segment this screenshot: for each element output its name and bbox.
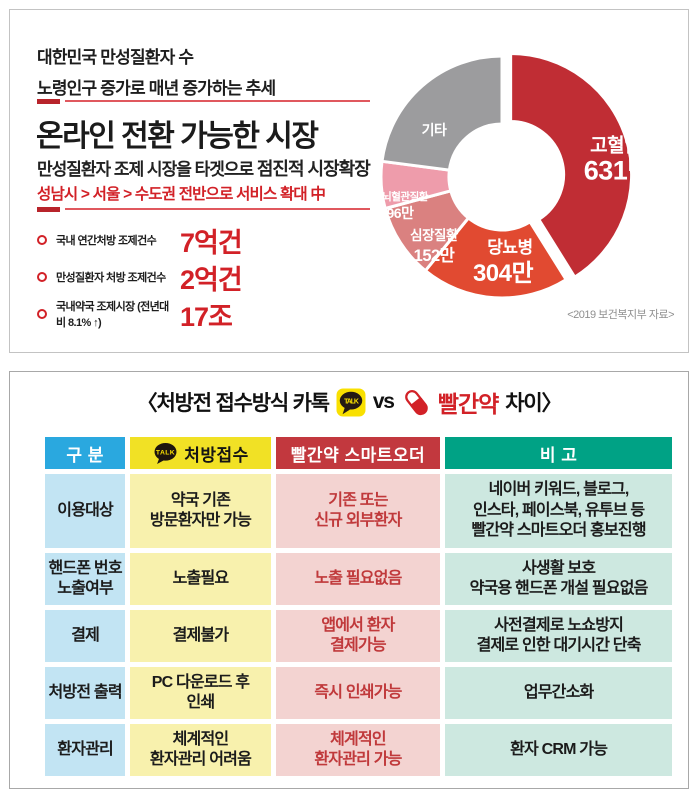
section-subtitle: 만성질환자 조제 시장을 타겟으로 점진적 시장확장: [37, 155, 371, 181]
cell-note: 사생활 보호 약국용 핸드폰 개설 필요없음: [445, 553, 672, 605]
header-category: 구 분: [45, 437, 126, 469]
donut-slice-4: 기타: [380, 54, 504, 172]
stat-label: 국내약국 조제시장 (전년대비 8.1% ↑): [56, 301, 169, 329]
table-row: 처방전 출력 PC 다운로드 후 인쇄 즉시 인쇄가능 업무간소화: [45, 667, 672, 719]
cell-category: 환자관리: [45, 724, 126, 776]
cell-kakao: PC 다운로드 후 인쇄: [130, 667, 271, 719]
divider-dash: [37, 206, 60, 212]
title-brand-name: 빨간약: [437, 391, 499, 417]
slice-label: 고혈압: [590, 134, 642, 157]
red-pill-icon: [401, 386, 431, 418]
bullet-icon: [37, 272, 47, 282]
slice-label: 당뇨병: [487, 238, 532, 257]
comparison-panel: 〈처방전 접수방식 카톡 TALK vs 빨간약 차이〉 구 분: [9, 371, 689, 789]
title-vs-label: vs: [372, 390, 395, 413]
bullet-icon: [37, 235, 47, 245]
header-redpill-smartorder: 빨간약 스마트오더: [275, 437, 441, 469]
cell-category: 결제: [45, 610, 126, 662]
svg-text:TALK: TALK: [344, 398, 359, 405]
table-row: 결제 결제불가 앱에서 환자 결제가능 사전결제로 노쇼방지 결제로 인한 대기시간 …: [45, 610, 672, 662]
comparison-table: 구 분 TALK 처방접수 빨간약 스마트오더 비: [40, 432, 677, 781]
slice-label: 심장질환: [410, 227, 459, 243]
section-title: 온라인 전환 가능한 시장: [36, 120, 319, 153]
stat-row-chronic-prescriptions: 만성질환자 처방 조제건수 2억건: [37, 263, 243, 295]
cell-redpill: 즉시 인쇄가능: [275, 667, 441, 719]
cell-category: 핸드폰 번호 노출여부: [45, 553, 126, 605]
cell-note: 업무간소화: [445, 667, 672, 719]
chart-source-caption: <2019 보건복지부 자료>: [567, 309, 674, 321]
cell-note: 환자 CRM 가능: [445, 724, 672, 776]
red-divider: [37, 98, 370, 104]
stat-value: 7억건: [180, 227, 243, 258]
stat-value: 17조: [180, 301, 233, 332]
cell-kakao: 체계적인 환자관리 어려움: [130, 724, 271, 776]
header-kakao-label: 처방접수: [184, 445, 249, 465]
market-overview-panel: 대한민국 만성질환자 수 노령인구 증가로 매년 증가하는 추세 온라인 전환 …: [9, 9, 689, 353]
header-note: 비 고: [445, 437, 672, 469]
stat-label: 국내 연간처방 조제건수: [56, 235, 157, 247]
cell-kakao: 결제불가: [130, 610, 271, 662]
stat-row-pharmacy-market: 국내약국 조제시장 (전년대비 8.1% ↑) 17조: [37, 300, 233, 332]
cell-note: 네이버 키워드, 블로그, 인스타, 페이스북, 유투브 등 빨간약 스마트오더…: [445, 474, 672, 548]
cell-kakao: 노출필요: [130, 553, 271, 605]
heading-line2: 노령인구 증가로 매년 증가하는 추세: [37, 79, 276, 98]
stat-row-annual-prescriptions: 국내 연간처방 조제건수 7억건: [37, 226, 243, 258]
divider-line: [65, 208, 370, 210]
talk-bubble-icon: TALK: [152, 442, 179, 465]
divider-dash: [37, 98, 60, 104]
subtitle-normal: 만성질환자 조제 시장을 타겟으로: [37, 160, 257, 179]
divider-line: [65, 100, 370, 102]
red-divider: [37, 206, 370, 212]
cell-redpill: 체계적인 환자관리 가능: [275, 724, 441, 776]
patient-donut-chart: 고혈압 631만 당뇨병 304만 심장질환 152만 뇌혈관질환 96만 기타: [368, 32, 668, 332]
comparison-title: 〈처방전 접수방식 카톡 TALK vs 빨간약 차이〉: [10, 385, 688, 419]
slice-label: 뇌혈관질환: [382, 190, 429, 203]
heading-line1: 대한민국 만성질환자 수: [37, 48, 194, 67]
stat-value: 2억건: [180, 264, 243, 295]
cell-redpill: 앱에서 환자 결제가능: [275, 610, 441, 662]
bullet-icon: [37, 309, 47, 319]
cell-category: 처방전 출력: [45, 667, 126, 719]
slice-label: 152만: [414, 246, 455, 265]
cell-category: 이용대상: [45, 474, 126, 548]
table-row: 환자관리 체계적인 환자관리 어려움 체계적인 환자관리 가능 환자 CRM 가능: [45, 724, 672, 776]
cell-kakao: 약국 기존 방문환자만 가능: [130, 474, 271, 548]
slice-label: 96만: [387, 205, 415, 221]
slice-label: 기타: [422, 122, 447, 138]
table-row: 핸드폰 번호 노출여부 노출필요 노출 필요없음 사생활 보호 약국용 핸드폰 개설 …: [45, 553, 672, 605]
title-suffix: 차이〉: [505, 392, 562, 415]
header-kakao-talk: TALK 처방접수: [130, 437, 271, 469]
expansion-note: 성남시 > 서울 > 수도권 전반으로 서비스 확대 中: [37, 186, 326, 203]
table-header-row: 구 분 TALK 처방접수 빨간약 스마트오더 비: [45, 437, 672, 469]
slice-label: 631만: [584, 156, 653, 186]
kakaotalk-icon: TALK: [336, 387, 366, 417]
slice-label: 304만: [473, 260, 534, 287]
cell-note: 사전결제로 노쇼방지 결제로 인한 대기시간 단축: [445, 610, 672, 662]
svg-text:TALK: TALK: [156, 449, 175, 456]
stat-label: 만성질환자 처방 조제건수: [56, 272, 166, 284]
donut-slice-1: 당뇨병 304만: [423, 215, 569, 300]
table-row: 이용대상 약국 기존 방문환자만 가능 기존 또는 신규 외부환자 네이버 키워드, …: [45, 474, 672, 548]
cell-redpill: 기존 또는 신규 외부환자: [275, 474, 441, 548]
title-prefix: 〈처방전 접수방식 카톡: [136, 392, 330, 415]
cell-redpill: 노출 필요없음: [275, 553, 441, 605]
subtitle-bold: 점진적 시장확장: [256, 159, 371, 179]
